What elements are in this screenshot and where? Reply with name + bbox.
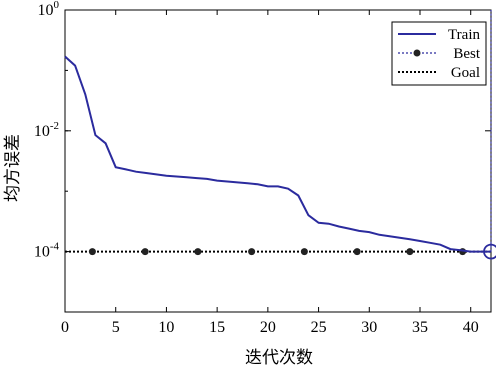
x-tick-label: 25 xyxy=(311,319,327,336)
y-axis-label: 均方误差 xyxy=(3,134,22,202)
best-marker xyxy=(483,243,496,260)
x-tick-label: 5 xyxy=(112,319,120,336)
legend-label: Best xyxy=(453,46,481,62)
legend-label: Goal xyxy=(451,65,480,81)
y-tick-label: 10-2 xyxy=(34,120,59,140)
x-tick-label: 35 xyxy=(412,319,428,336)
y-tick-label: 10-4 xyxy=(34,241,60,261)
x-tick-label: 30 xyxy=(361,319,377,336)
y-tick-label: 100 xyxy=(38,0,60,19)
x-tick-label: 15 xyxy=(209,319,225,336)
goal-marker xyxy=(300,248,308,256)
goal-marker xyxy=(353,248,361,256)
plot-frame xyxy=(64,9,492,313)
goal-marker xyxy=(406,248,414,256)
x-tick-label: 0 xyxy=(61,319,69,336)
goal-marker xyxy=(194,248,202,256)
legend-marker xyxy=(413,49,421,57)
legend-label: Train xyxy=(448,27,480,43)
x-tick-label: 40 xyxy=(463,319,479,336)
legend-box xyxy=(391,21,487,86)
x-tick-label: 10 xyxy=(158,319,174,336)
x-axis-label: 迭代次数 xyxy=(245,348,313,367)
x-tick-label: 20 xyxy=(260,319,276,336)
goal-marker xyxy=(88,248,96,256)
train-line xyxy=(64,55,491,253)
goal-marker xyxy=(141,248,149,256)
goal-marker xyxy=(248,248,256,256)
